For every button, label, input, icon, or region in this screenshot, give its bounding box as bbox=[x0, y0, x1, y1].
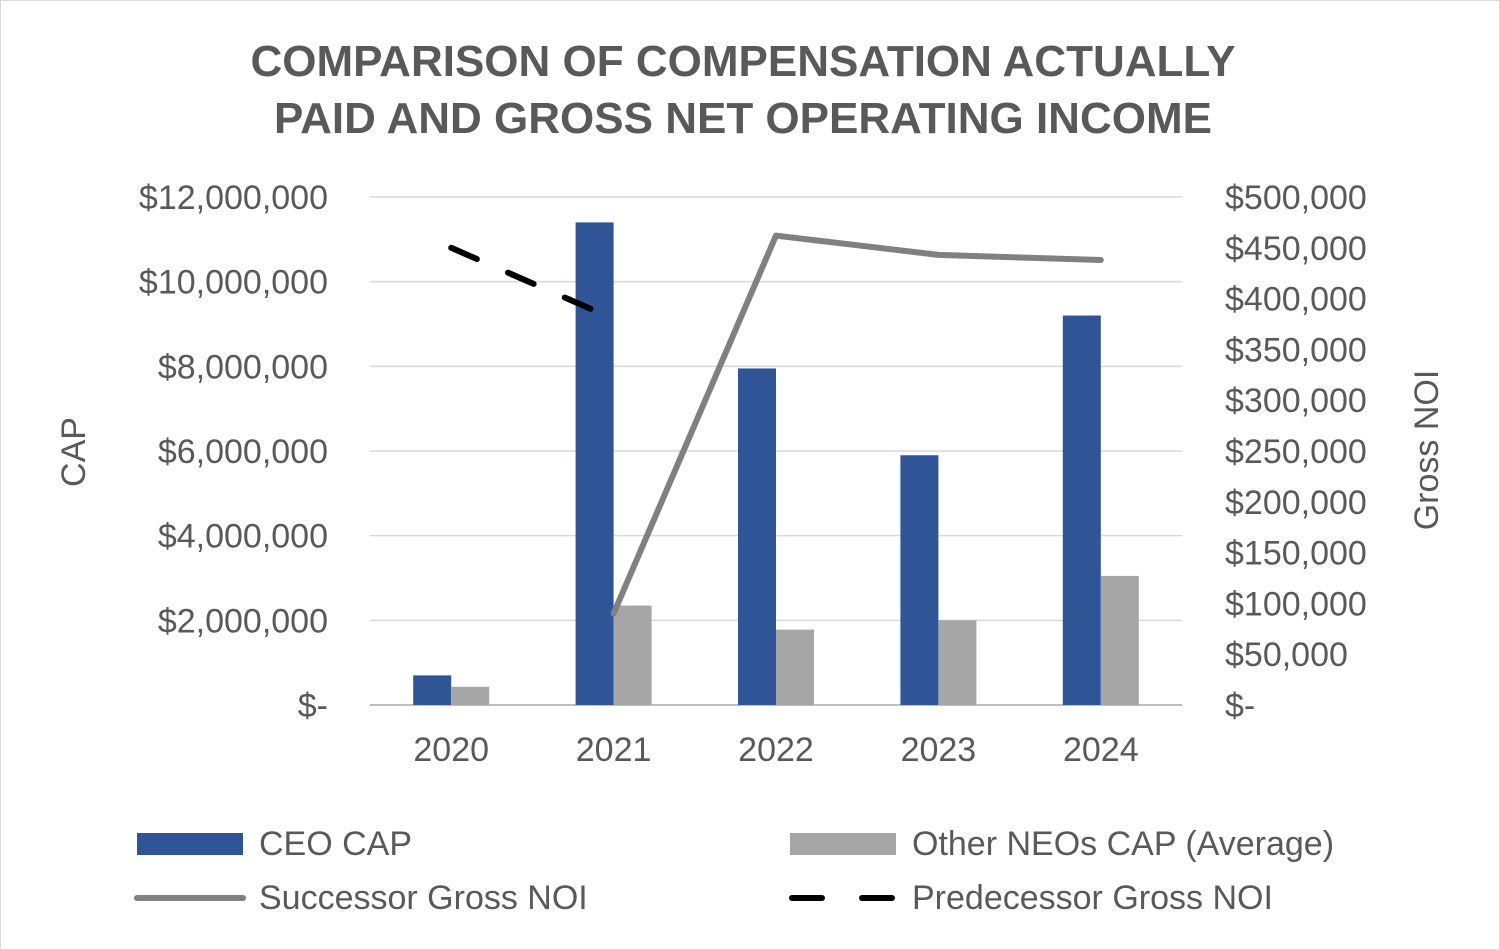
ceo-cap-bar bbox=[575, 222, 614, 705]
legend-label-predecessor-gross-noi: Predecessor Gross NOI bbox=[912, 879, 1273, 917]
ceo-cap-bar bbox=[900, 455, 939, 705]
legend-label-successor-gross-noi: Successor Gross NOI bbox=[259, 879, 588, 917]
legend: CEO CAP Other NEOs CAP (Average) Successor… bbox=[134, 825, 1334, 917]
legend-swatch-ceo-cap bbox=[137, 833, 243, 855]
left-tick-label: $6,000,000 bbox=[158, 433, 328, 471]
gridlines bbox=[370, 196, 1182, 706]
right-tick-label: $450,000 bbox=[1225, 230, 1367, 268]
left-tick-label: $10,000,000 bbox=[139, 264, 328, 302]
right-tick-label: $50,000 bbox=[1225, 636, 1348, 674]
right-axis-label: Gross NOI bbox=[1408, 370, 1446, 531]
right-tick-label: $150,000 bbox=[1225, 535, 1367, 573]
ceo-cap-bar bbox=[738, 368, 776, 705]
other-neos-cap-bar bbox=[613, 605, 652, 705]
successor-gross-noi-line bbox=[610, 232, 1104, 617]
right-tick-label: $300,000 bbox=[1225, 382, 1367, 420]
right-tick-label: $400,000 bbox=[1225, 281, 1367, 319]
right-tick-label: $350,000 bbox=[1225, 331, 1367, 369]
x-tick-label: 2021 bbox=[576, 731, 652, 769]
x-tick-label: 2024 bbox=[1063, 731, 1139, 769]
right-tick-label: $200,000 bbox=[1225, 484, 1367, 522]
other-neos-cap-bar bbox=[451, 686, 490, 705]
x-tick-label: 2023 bbox=[901, 731, 977, 769]
right-axis-ticks: $- $50,000 $100,000 $150,000 $200,000 $250,00… bbox=[1225, 179, 1367, 725]
left-tick-label: $4,000,000 bbox=[158, 518, 328, 556]
ceo-cap-bar bbox=[1062, 315, 1101, 705]
right-tick-label: $- bbox=[1225, 687, 1255, 725]
other-neos-cap-bar bbox=[776, 629, 814, 705]
right-tick-label: $500,000 bbox=[1225, 179, 1367, 217]
legend-swatch-other-neos-cap-average bbox=[790, 833, 896, 855]
left-tick-label: $2,000,000 bbox=[158, 602, 328, 640]
left-tick-label: $- bbox=[298, 687, 328, 725]
bar-series bbox=[413, 222, 1139, 705]
predecessor-gross-noi-line bbox=[448, 244, 617, 322]
legend-label-ceo-cap: CEO CAP bbox=[259, 825, 412, 863]
x-axis-ticks: 2020 2021 2022 2023 2024 bbox=[413, 731, 1138, 769]
right-tick-label: $100,000 bbox=[1225, 585, 1367, 623]
chart-title-line-2: PAID AND GROSS NET OPERATING INCOME bbox=[274, 94, 1212, 143]
legend-label-other-neos-cap-average: Other NEOs CAP (Average) bbox=[912, 825, 1334, 863]
left-axis-label: CAP bbox=[55, 417, 93, 487]
left-tick-label: $8,000,000 bbox=[158, 348, 328, 386]
right-tick-label: $250,000 bbox=[1225, 433, 1367, 471]
other-neos-cap-bar bbox=[938, 620, 977, 705]
x-tick-label: 2022 bbox=[738, 731, 814, 769]
left-axis-ticks: $- $2,000,000 $4,000,000 $6,000,000 $8,000,0… bbox=[139, 179, 328, 725]
other-neos-cap-bar bbox=[1100, 575, 1139, 705]
x-tick-label: 2020 bbox=[413, 731, 489, 769]
left-tick-label: $12,000,000 bbox=[139, 179, 328, 217]
chart-title-line-1: COMPARISON OF COMPENSATION ACTUALLY bbox=[250, 37, 1235, 86]
line-series bbox=[448, 232, 1104, 617]
ceo-cap-bar bbox=[413, 675, 452, 705]
